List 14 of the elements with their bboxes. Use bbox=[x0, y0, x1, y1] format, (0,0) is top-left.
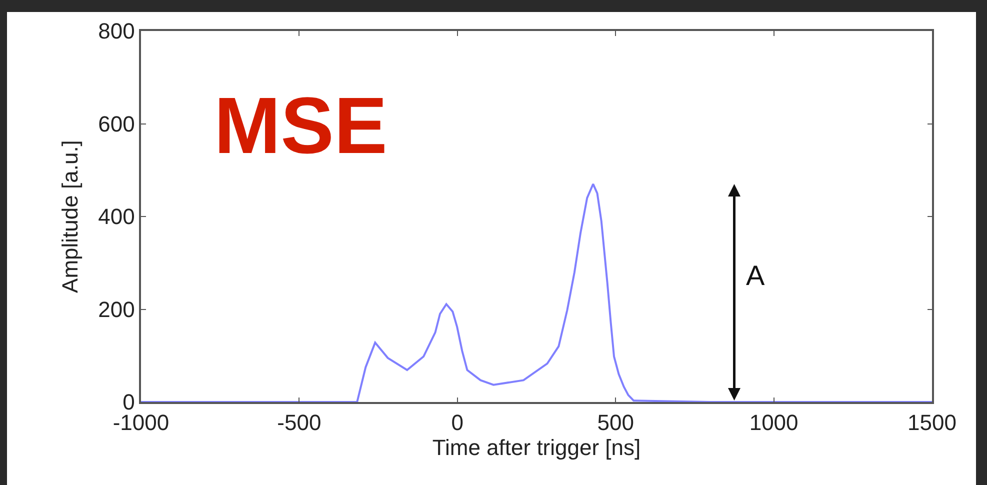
x-tick-label: 1000 bbox=[749, 410, 798, 436]
y-tick-label: 200 bbox=[98, 296, 135, 322]
annotation: A bbox=[746, 260, 765, 291]
y-tick-label: 600 bbox=[98, 111, 135, 136]
x-tick-label: 1500 bbox=[908, 410, 956, 436]
x-tick-label: 500 bbox=[597, 410, 634, 436]
x-tick-label: 0 bbox=[451, 410, 464, 436]
annotation: MSE bbox=[214, 81, 388, 170]
y-axis-title: Amplitude [a.u.] bbox=[57, 140, 82, 293]
x-tick-label: -500 bbox=[277, 410, 322, 436]
y-tick-label: 400 bbox=[98, 204, 135, 230]
line-series bbox=[141, 183, 932, 402]
x-axis-title: Time after trigger [ns] bbox=[432, 435, 641, 460]
y-tick-label: 800 bbox=[98, 18, 135, 44]
